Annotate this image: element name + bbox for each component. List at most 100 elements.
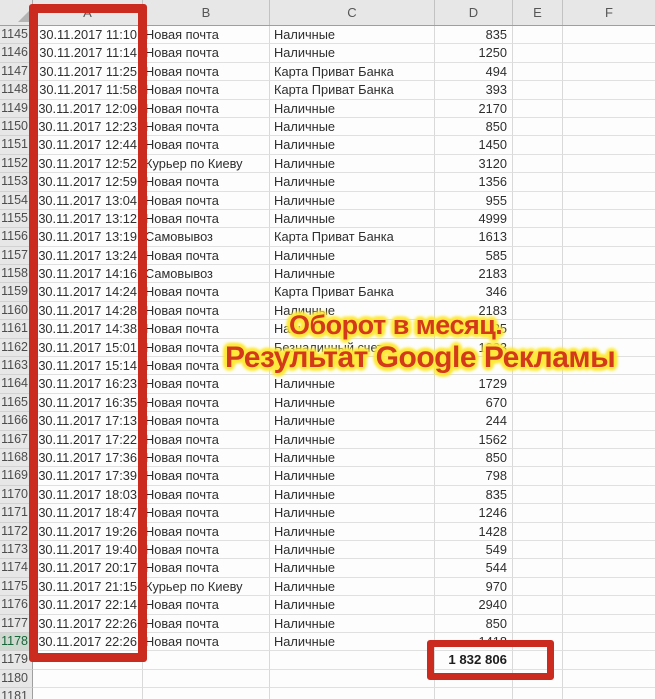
row-number[interactable]: 1176: [0, 596, 33, 615]
row-number[interactable]: 1152: [0, 154, 33, 174]
cell-date[interactable]: 30.11.2017 20:17: [33, 559, 143, 578]
cell-payment[interactable]: Наличные: [270, 265, 435, 284]
cell-date[interactable]: [33, 688, 143, 699]
cell-payment[interactable]: Наличные: [270, 632, 435, 652]
row-number[interactable]: 1167: [0, 430, 33, 449]
cell-delivery[interactable]: Новая почта: [143, 246, 270, 266]
cell-date[interactable]: 30.11.2017 12:44: [33, 136, 143, 155]
cell-e[interactable]: [513, 393, 563, 413]
cell-payment[interactable]: Наличные: [270, 26, 435, 45]
cell-delivery[interactable]: Новая почта: [143, 467, 270, 486]
cell-f[interactable]: [563, 210, 655, 229]
cell-delivery[interactable]: Новая почта: [143, 81, 270, 100]
cell-payment[interactable]: Наличные: [270, 209, 435, 229]
cell-delivery[interactable]: Новая почта: [143, 393, 270, 413]
cell-payment[interactable]: [270, 688, 435, 699]
cell-f[interactable]: [563, 412, 655, 431]
cell-date[interactable]: 30.11.2017 11:10: [33, 26, 143, 45]
cell-delivery[interactable]: Новая почта: [143, 301, 270, 321]
cell-payment[interactable]: Наличные: [270, 117, 435, 137]
cell-amount[interactable]: [435, 357, 513, 376]
cell-payment[interactable]: Наличные: [270, 173, 435, 192]
cell-f[interactable]: [563, 375, 655, 394]
cell-amount[interactable]: 393: [435, 81, 513, 100]
cell-f[interactable]: [563, 651, 655, 670]
cell-amount[interactable]: 4999: [435, 209, 513, 229]
row-number[interactable]: 1168: [0, 448, 33, 468]
cell-e[interactable]: [513, 338, 563, 358]
cell-delivery[interactable]: Новая почта: [143, 173, 270, 192]
cell-amount[interactable]: [435, 688, 513, 699]
cell-e[interactable]: [513, 191, 563, 210]
cell-delivery[interactable]: Новая почта: [143, 375, 270, 394]
row-number[interactable]: 1170: [0, 485, 33, 505]
cell-amount[interactable]: 544: [435, 559, 513, 578]
cell-date[interactable]: 30.11.2017 17:22: [33, 430, 143, 449]
cell-f[interactable]: [563, 63, 655, 82]
cell-amount[interactable]: 2170: [435, 99, 513, 118]
row-number[interactable]: 1159: [0, 283, 33, 302]
cell-e[interactable]: [513, 301, 563, 321]
cell-payment[interactable]: Наличные: [270, 467, 435, 486]
cell-date[interactable]: 30.11.2017 19:40: [33, 540, 143, 560]
cell-delivery[interactable]: Новая почта: [143, 62, 270, 82]
cell-e[interactable]: [513, 136, 563, 155]
row-number[interactable]: 1146: [0, 44, 33, 63]
cell-date[interactable]: [33, 669, 143, 689]
row-number[interactable]: 1177: [0, 614, 33, 633]
cell-delivery[interactable]: Новая почта: [143, 209, 270, 229]
column-header-a[interactable]: A: [33, 0, 143, 25]
cell-delivery[interactable]: Новая почта: [143, 522, 270, 541]
cell-amount[interactable]: 670: [435, 393, 513, 413]
cell-date[interactable]: 30.11.2017 17:36: [33, 448, 143, 468]
cell-f[interactable]: [563, 247, 655, 266]
row-number[interactable]: 1158: [0, 265, 33, 284]
cell-amount[interactable]: 835: [435, 485, 513, 505]
column-header-f[interactable]: F: [605, 5, 613, 20]
cell-delivery[interactable]: Новая почта: [143, 338, 270, 358]
cell-delivery[interactable]: Новая почта: [143, 632, 270, 652]
cell-payment[interactable]: [270, 669, 435, 689]
cell-delivery[interactable]: Новая почта: [143, 191, 270, 210]
cell-amount[interactable]: [435, 669, 513, 689]
cell-amount[interactable]: 1562: [435, 430, 513, 449]
row-number[interactable]: 1160: [0, 301, 33, 321]
cell-delivery[interactable]: Новая почта: [143, 412, 270, 431]
cell-f[interactable]: [563, 173, 655, 192]
row-number[interactable]: 1150: [0, 117, 33, 137]
cell-payment[interactable]: Наличные: [270, 430, 435, 449]
cell-total-amount[interactable]: 1 832 806: [435, 651, 513, 670]
cell-payment[interactable]: Наличные: [270, 596, 435, 615]
row-number[interactable]: 1180: [0, 669, 33, 689]
cell-payment[interactable]: Наличные: [270, 614, 435, 633]
cell-delivery[interactable]: Новая почта: [143, 504, 270, 523]
cell-delivery[interactable]: [143, 651, 270, 670]
cell-e[interactable]: [513, 81, 563, 100]
cell-delivery[interactable]: Новая почта: [143, 596, 270, 615]
cell-date[interactable]: 30.11.2017 18:03: [33, 485, 143, 505]
cell-amount[interactable]: 835: [435, 26, 513, 45]
cell-date[interactable]: [33, 651, 143, 670]
cell-e[interactable]: [513, 99, 563, 118]
cell-delivery[interactable]: Самовывоз: [143, 228, 270, 247]
cell-payment[interactable]: [270, 651, 435, 670]
cell-date[interactable]: 30.11.2017 13:12: [33, 209, 143, 229]
cell-e[interactable]: [513, 375, 563, 394]
row-number[interactable]: 1155: [0, 209, 33, 229]
cell-date[interactable]: 30.11.2017 22:26: [33, 614, 143, 633]
cell-f[interactable]: [563, 504, 655, 523]
cell-f[interactable]: [563, 155, 655, 174]
cell-delivery[interactable]: Новая почта: [143, 614, 270, 633]
cell-amount[interactable]: 2183: [435, 265, 513, 284]
cell-e[interactable]: [513, 209, 563, 229]
cell-e[interactable]: [513, 320, 563, 339]
cell-amount[interactable]: 850: [435, 117, 513, 137]
cell-date[interactable]: 30.11.2017 14:24: [33, 283, 143, 302]
cell-date[interactable]: 30.11.2017 15:01: [33, 338, 143, 358]
row-number[interactable]: 1173: [0, 540, 33, 560]
row-number[interactable]: 1151: [0, 136, 33, 155]
cell-f[interactable]: [563, 486, 655, 505]
cell-f[interactable]: [563, 100, 655, 118]
cell-payment[interactable]: Наличные: [270, 154, 435, 174]
cell-payment[interactable]: Наличные: [270, 577, 435, 597]
